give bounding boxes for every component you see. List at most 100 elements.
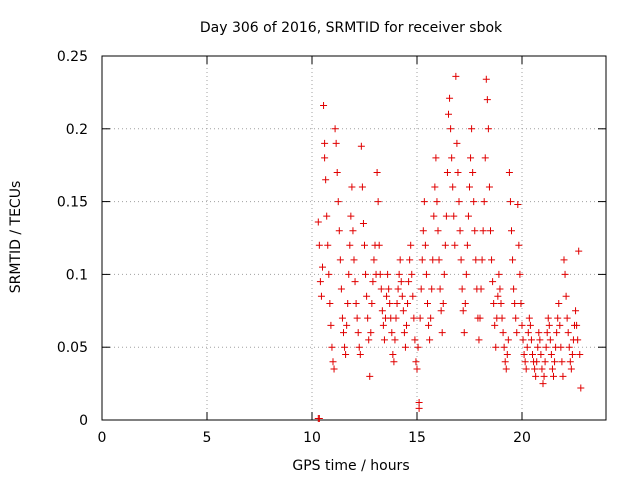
data-point: [323, 212, 331, 220]
axis-ticks: [101, 55, 606, 421]
data-point: [557, 343, 565, 351]
data-point: [427, 314, 435, 322]
data-point: [377, 285, 385, 293]
data-point: [522, 365, 530, 373]
data-point: [577, 384, 585, 392]
data-point: [348, 183, 356, 191]
data-point: [547, 350, 555, 358]
data-point: [376, 270, 384, 278]
data-point: [375, 241, 383, 249]
data-point: [573, 321, 581, 329]
data-point: [352, 300, 360, 308]
data-point: [511, 300, 519, 308]
data-point: [515, 241, 523, 249]
data-point: [521, 358, 529, 366]
data-point: [326, 300, 334, 308]
data-point: [445, 110, 452, 118]
data-point: [437, 307, 445, 315]
data-point: [485, 183, 493, 191]
data-point: [410, 314, 418, 322]
data-point: [539, 380, 547, 388]
data-point: [451, 241, 459, 249]
data-point: [498, 314, 506, 322]
data-point: [576, 350, 584, 358]
y-tick-label: 0.05: [57, 340, 88, 356]
data-point: [533, 358, 541, 366]
data-point: [495, 270, 503, 278]
data-point: [331, 125, 339, 133]
data-point: [501, 358, 509, 366]
tick-labels: 0 5 10 15 20 0 0.05 0.1 0.15 0.2 0.25: [57, 49, 531, 446]
data-point: [531, 365, 539, 373]
x-tick-label: 5: [203, 430, 212, 446]
data-point: [389, 350, 397, 358]
data-point: [450, 212, 458, 220]
data-point: [420, 198, 428, 206]
x-tick-label: 15: [408, 430, 426, 446]
data-point: [479, 227, 487, 235]
data-point: [355, 343, 363, 351]
data-point: [350, 256, 358, 264]
data-point: [385, 285, 393, 293]
data-point: [341, 343, 349, 351]
data-point: [334, 198, 342, 206]
data-point: [316, 278, 324, 286]
data-point: [364, 314, 372, 322]
data-point: [378, 307, 386, 315]
data-point: [346, 241, 354, 249]
data-point: [432, 154, 440, 162]
data-point: [403, 321, 410, 329]
data-point: [554, 314, 562, 322]
data-point: [572, 307, 580, 315]
data-point: [321, 154, 329, 162]
data-point: [320, 102, 328, 110]
data-point: [412, 358, 420, 366]
data-point: [321, 139, 329, 147]
data-point: [537, 350, 545, 358]
data-point: [561, 270, 569, 278]
data-point: [514, 201, 522, 209]
y-axis-label: SRMTID / TECUs: [8, 181, 24, 294]
data-point: [433, 198, 441, 206]
data-point: [543, 329, 551, 337]
data-point: [460, 329, 468, 337]
data-point: [391, 336, 399, 344]
data-point: [354, 329, 362, 337]
data-point: [492, 343, 500, 351]
data-point: [516, 270, 524, 278]
data-point: [482, 75, 490, 83]
data-point: [443, 168, 451, 176]
data-point: [461, 300, 469, 308]
plot-area-frame: [101, 55, 607, 421]
data-point: [534, 343, 542, 351]
data-point: [559, 372, 567, 380]
data-point: [329, 358, 337, 366]
data-point: [502, 365, 510, 373]
data-point: [333, 168, 341, 176]
data-point: [556, 321, 564, 329]
data-point: [429, 256, 437, 264]
data-point: [332, 139, 340, 147]
data-point: [525, 314, 533, 322]
data-points: [314, 72, 585, 423]
data-point: [478, 256, 486, 264]
data-point: [513, 329, 521, 337]
data-point: [455, 198, 463, 206]
data-point: [477, 285, 485, 293]
data-point: [564, 329, 572, 337]
data-point: [366, 372, 374, 380]
data-point: [397, 278, 405, 286]
data-point: [550, 372, 557, 380]
data-point: [363, 292, 371, 300]
data-point: [415, 404, 423, 412]
data-point: [551, 358, 559, 366]
data-point: [405, 278, 413, 286]
data-point: [353, 314, 361, 322]
y-tick-label: 0.2: [66, 122, 88, 138]
data-point: [490, 300, 498, 308]
data-point: [518, 321, 526, 329]
data-point: [458, 285, 466, 293]
data-point: [503, 350, 511, 358]
data-point: [449, 183, 457, 191]
data-point: [416, 314, 424, 322]
